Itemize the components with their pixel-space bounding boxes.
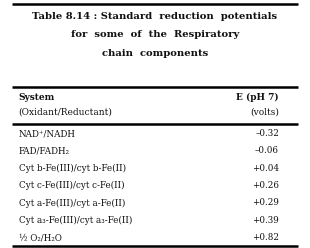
Text: System: System (19, 93, 55, 102)
Text: chain  components: chain components (102, 49, 208, 58)
Text: –0.06: –0.06 (255, 146, 279, 155)
Text: +0.29: +0.29 (252, 198, 279, 208)
Text: +0.04: +0.04 (252, 164, 279, 173)
Text: (volts): (volts) (250, 108, 279, 117)
Text: FAD/FADH₂: FAD/FADH₂ (19, 146, 70, 155)
Text: +0.26: +0.26 (252, 181, 279, 190)
Text: +0.39: +0.39 (252, 216, 279, 225)
Text: Table 8.14 : Standard  reduction  potentials: Table 8.14 : Standard reduction potentia… (33, 12, 277, 21)
Text: E (pH 7): E (pH 7) (236, 93, 279, 102)
Text: Cyt a₃-Fe(III)/cyt a₃-Fe(II): Cyt a₃-Fe(III)/cyt a₃-Fe(II) (19, 216, 132, 225)
Text: for  some  of  the  Respiratory: for some of the Respiratory (71, 30, 239, 39)
Text: ½ O₂/H₂O: ½ O₂/H₂O (19, 233, 61, 242)
Text: (Oxidant/Reductant): (Oxidant/Reductant) (19, 108, 113, 117)
Text: Cyt a-Fe(III)/cyt a-Fe(II): Cyt a-Fe(III)/cyt a-Fe(II) (19, 198, 125, 208)
Text: NAD⁺/NADH: NAD⁺/NADH (19, 129, 76, 138)
Text: Cyt b-Fe(III)/cyt b-Fe(II): Cyt b-Fe(III)/cyt b-Fe(II) (19, 164, 126, 173)
Text: –0.32: –0.32 (255, 129, 279, 138)
Text: Cyt c-Fe(III)/cyt c-Fe(II): Cyt c-Fe(III)/cyt c-Fe(II) (19, 181, 124, 190)
Text: +0.82: +0.82 (252, 233, 279, 242)
